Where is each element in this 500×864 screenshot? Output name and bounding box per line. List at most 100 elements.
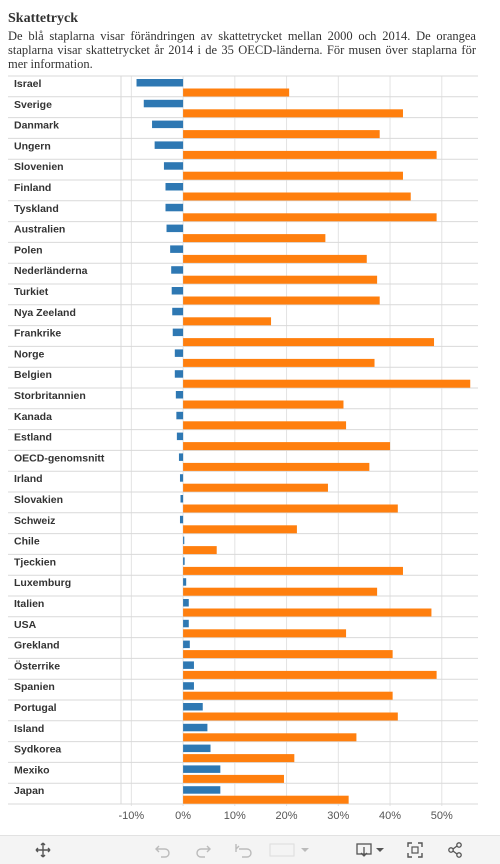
category-label: Finland [14, 182, 51, 194]
category-label: Italien [14, 598, 44, 610]
fullscreen-icon[interactable] [404, 840, 426, 860]
bar-level [183, 691, 393, 700]
category-label: Schweiz [14, 515, 55, 527]
bar-level [183, 421, 347, 430]
revert-icon[interactable] [232, 840, 254, 860]
move-icon[interactable] [32, 840, 54, 860]
category-label: Polen [14, 244, 43, 256]
bar-level [183, 650, 393, 659]
bar-change [172, 307, 184, 316]
undo-icon[interactable] [152, 840, 174, 860]
bar-change [183, 723, 208, 732]
bar-change [166, 224, 184, 233]
bar-level [183, 88, 290, 97]
bar-change [171, 266, 184, 274]
category-label: Nederländerna [14, 265, 88, 277]
bar-change [179, 515, 184, 524]
download-icon[interactable] [354, 840, 388, 860]
category-label: Tjeckien [14, 556, 56, 568]
bar-change [179, 474, 184, 482]
category-label: Luxemburg [14, 577, 71, 589]
bar-level [183, 774, 284, 783]
category-label: OECD-genomsnitt [14, 452, 105, 464]
bar-level [183, 400, 344, 409]
bar-change [180, 495, 184, 503]
bar-change [183, 619, 189, 628]
bar-change [183, 682, 194, 690]
bar-level [183, 130, 380, 139]
bar-level [183, 608, 432, 617]
bar-change [154, 141, 184, 149]
category-label: Turkiet [14, 286, 49, 298]
x-tick-label: 0% [175, 810, 191, 822]
category-label: Norge [14, 348, 44, 360]
redo-icon[interactable] [192, 840, 214, 860]
bar-change [176, 411, 184, 420]
bar-change [183, 557, 185, 565]
bar-change [183, 640, 190, 649]
category-label: Grekland [14, 640, 60, 652]
bar-level [183, 338, 435, 347]
bar-change [175, 391, 184, 399]
bar-change [178, 453, 184, 461]
bar-level [183, 504, 398, 513]
bar-change [170, 245, 184, 253]
bar-level [183, 733, 357, 742]
x-tick-label: 20% [276, 810, 298, 822]
category-label: Danmark [14, 120, 59, 132]
bar-level [183, 379, 471, 388]
bar-level [183, 712, 398, 721]
category-label: Island [14, 723, 44, 735]
dropdown-arrow-icon[interactable] [268, 840, 318, 860]
category-label: Nya Zeeland [14, 307, 76, 319]
chart-title: Skattetryck [8, 11, 78, 26]
category-label: Japan [14, 785, 44, 797]
bar-change [165, 203, 184, 212]
bar-change [183, 661, 194, 669]
x-tick-label: -10% [119, 810, 145, 822]
bar-level [183, 296, 380, 305]
category-label: Chile [14, 536, 40, 548]
bar-level [183, 546, 217, 555]
bar-level [183, 670, 437, 679]
bar-change [183, 578, 187, 586]
bar-change [176, 432, 184, 441]
bar-level [183, 483, 328, 492]
bar-level [183, 754, 295, 763]
category-label: Estland [14, 432, 52, 444]
bar-level [183, 254, 367, 263]
bar-change [183, 786, 221, 794]
bar-level [183, 358, 375, 367]
bar-level [183, 795, 349, 804]
category-label: Australien [14, 224, 65, 236]
category-label: Ungern [14, 140, 51, 152]
bar-level [183, 525, 297, 534]
x-tick-label: 10% [224, 810, 246, 822]
category-label: Slovakien [14, 494, 63, 506]
share-icon[interactable] [444, 840, 466, 860]
bar-chart: Israel Sverige Danmark Ungern Slovenien Finla… [8, 75, 478, 822]
bar-level [183, 192, 411, 201]
bar-level [183, 213, 437, 222]
bar-change [152, 120, 184, 129]
bar-level [183, 234, 326, 243]
category-label: Israel [14, 78, 42, 90]
x-tick-label: 50% [431, 810, 453, 822]
bar-level [183, 566, 403, 575]
category-label: Slovenien [14, 161, 64, 173]
category-label: Sverige [14, 99, 52, 111]
bar-change [163, 162, 184, 170]
category-label: Sydkorea [14, 744, 61, 756]
toolbar [0, 835, 500, 864]
x-tick-label: 30% [327, 810, 349, 822]
bar-level [183, 150, 437, 159]
bar-level [183, 462, 370, 471]
bar-level [183, 442, 391, 451]
bar-change [136, 79, 184, 87]
bar-level [183, 275, 378, 284]
category-label: Kanada [14, 411, 52, 423]
bar-change [183, 765, 221, 773]
category-label: USA [14, 619, 37, 631]
bar-level [183, 171, 403, 180]
bar-change [165, 183, 184, 191]
